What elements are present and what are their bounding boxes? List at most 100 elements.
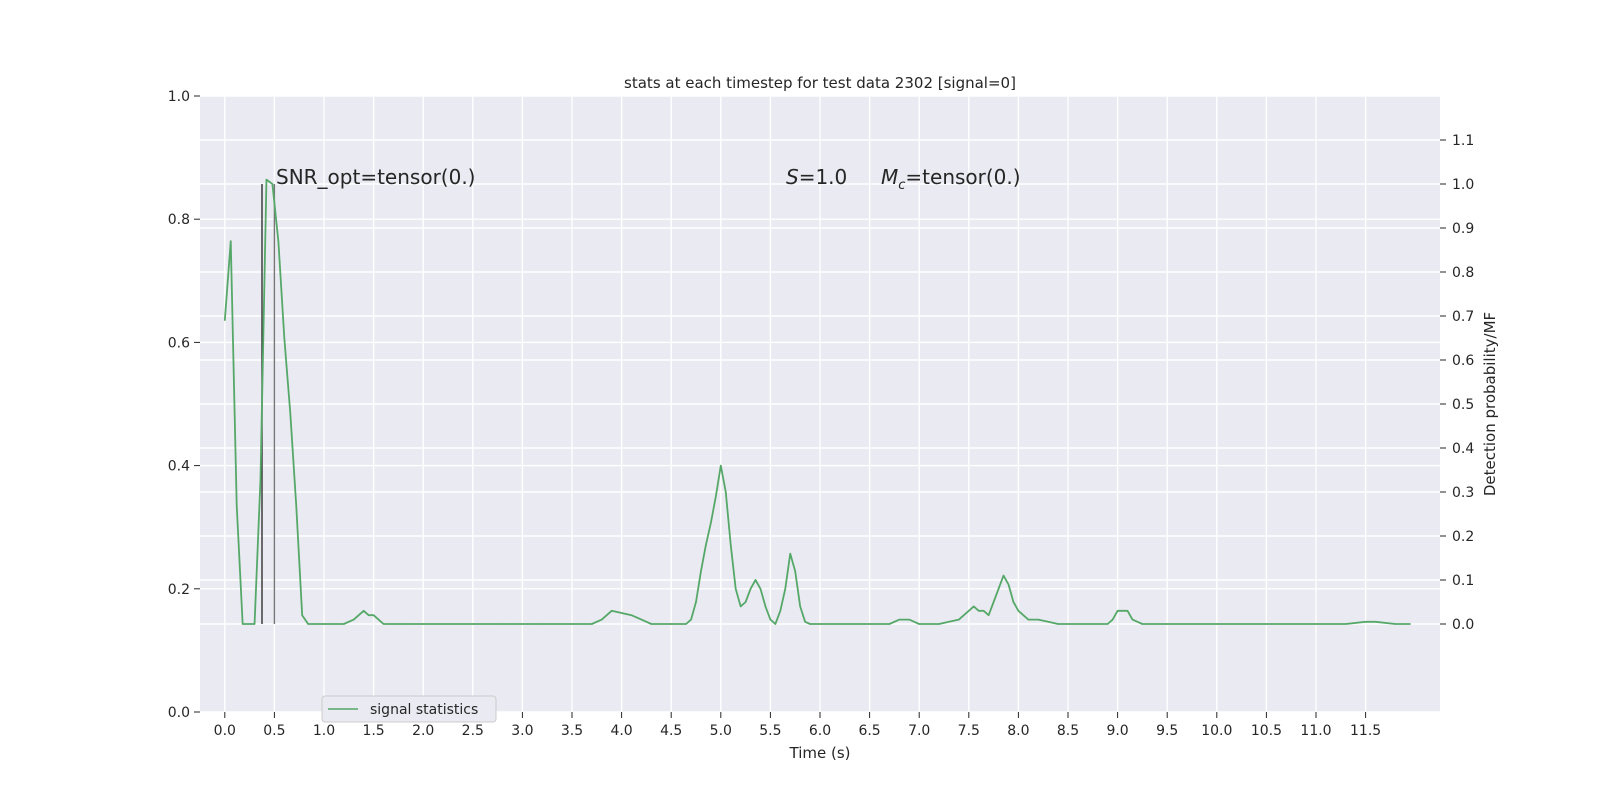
data-point	[1027, 619, 1029, 621]
data-point	[725, 491, 727, 493]
s-symbol: S	[786, 165, 799, 189]
data-point	[983, 610, 985, 612]
data-point	[745, 601, 747, 603]
data-point	[670, 623, 672, 625]
y-right-tick-label: 0.4	[1452, 441, 1474, 457]
data-point	[224, 319, 226, 321]
data-point	[710, 522, 712, 524]
data-point	[859, 623, 861, 625]
data-point	[601, 619, 603, 621]
data-point	[1057, 623, 1059, 625]
y-left-tick-label: 0.8	[168, 212, 190, 228]
y-left-tick-label: 0.0	[168, 705, 190, 721]
data-point	[242, 623, 244, 625]
data-point	[1166, 623, 1168, 625]
data-point	[784, 588, 786, 590]
data-point	[878, 623, 881, 625]
y-right-tick-label: 1.1	[1452, 133, 1474, 149]
mc-symbol: M	[881, 165, 898, 189]
data-point	[289, 412, 291, 414]
data-point	[690, 619, 692, 621]
data-point	[373, 614, 375, 616]
data-point	[730, 544, 732, 546]
data-point	[271, 183, 274, 185]
chart-title: stats at each timestep for test data 230…	[624, 74, 1016, 92]
data-point	[809, 623, 811, 625]
mc-value: =tensor(0.)	[905, 165, 1020, 189]
data-point	[650, 623, 652, 625]
x-tick-label: 1.0	[313, 723, 335, 739]
y-right-tick-label: 1.0	[1452, 177, 1474, 193]
data-point	[259, 478, 262, 480]
x-tick-label: 9.0	[1106, 723, 1128, 739]
y-right-tick-label: 0.0	[1452, 617, 1474, 633]
y-right-tick-label: 0.6	[1452, 353, 1474, 369]
x-tick-label: 6.0	[809, 723, 831, 739]
x-tick-label: 9.5	[1156, 723, 1178, 739]
data-point	[640, 619, 643, 621]
data-point	[283, 337, 285, 339]
data-point	[988, 614, 990, 616]
x-tick-label: 2.5	[462, 723, 484, 739]
data-point	[230, 240, 232, 242]
data-point	[1017, 610, 1020, 612]
data-point	[958, 619, 960, 621]
data-point	[333, 623, 335, 625]
data-point	[295, 504, 297, 506]
data-point	[307, 623, 309, 625]
data-point	[1002, 575, 1005, 577]
x-tick-label: 5.0	[710, 723, 732, 739]
data-point	[301, 614, 303, 616]
data-point	[839, 623, 841, 625]
x-tick-label: 10.0	[1201, 723, 1232, 739]
data-point	[997, 588, 1000, 590]
x-tick-label: 8.0	[1007, 723, 1029, 739]
data-point	[621, 612, 623, 614]
y-right-tick-label: 0.5	[1452, 397, 1474, 413]
x-tick-label: 10.5	[1251, 723, 1282, 739]
data-point	[769, 619, 772, 621]
data-point	[888, 623, 891, 625]
y-left-tick-label: 0.4	[168, 459, 190, 475]
data-point	[1216, 623, 1218, 625]
data-point	[918, 623, 920, 625]
data-point	[591, 623, 593, 625]
data-point	[392, 623, 395, 625]
data-point	[1077, 623, 1079, 625]
data-point	[1087, 623, 1089, 625]
data-point	[819, 623, 821, 625]
x-tick-label: 6.5	[858, 723, 880, 739]
data-point	[1365, 621, 1367, 623]
data-point	[541, 623, 543, 625]
y-left-tick-label: 1.0	[168, 89, 190, 105]
x-tick-label: 2.0	[412, 723, 434, 739]
data-point	[814, 623, 816, 625]
legend-entry: signal statistics	[370, 702, 478, 718]
data-point	[1047, 621, 1049, 623]
legend-box	[321, 695, 497, 723]
x-tick-label: 3.0	[511, 723, 533, 739]
data-point	[799, 605, 801, 608]
y-right-tick-label: 0.2	[1452, 529, 1474, 545]
mc-subscript: c	[898, 178, 905, 193]
data-point	[313, 623, 315, 625]
data-point	[248, 623, 250, 625]
data-point	[1136, 621, 1139, 623]
x-tick-label: 11.5	[1350, 723, 1381, 739]
data-point	[1012, 601, 1015, 603]
y-right-tick-label: 0.1	[1452, 573, 1474, 589]
data-point	[794, 570, 796, 572]
data-point	[680, 623, 682, 625]
data-point	[1022, 614, 1024, 616]
data-point	[1067, 623, 1069, 625]
data-point	[973, 605, 975, 608]
data-point	[968, 610, 970, 612]
data-point	[908, 619, 910, 621]
data-point	[938, 623, 940, 625]
data-point	[1032, 619, 1034, 621]
s-annotation: S=1.0	[786, 165, 847, 189]
data-point	[323, 623, 325, 625]
data-point	[660, 623, 662, 625]
data-point	[1345, 623, 1347, 625]
x-axis-label: Time (s)	[789, 744, 851, 762]
